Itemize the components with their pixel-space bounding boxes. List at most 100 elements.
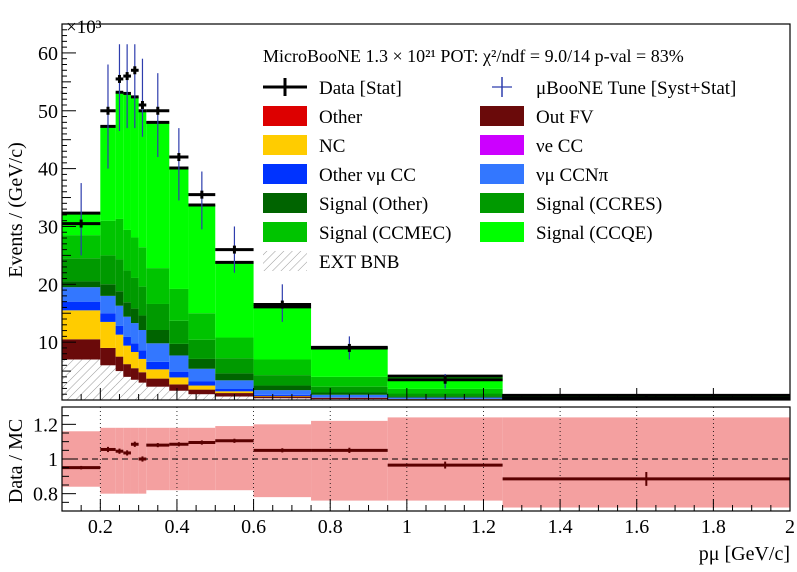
- bar-other-cc-4: [130, 343, 139, 352]
- legend-label-out-fv: Out FV: [536, 107, 594, 128]
- bar-ext-bnb-5: [138, 382, 147, 400]
- bar-ext-bnb-0: [62, 359, 101, 400]
- bar--ccn--2: [115, 305, 124, 326]
- ratio-uncertainty-band: [62, 417, 790, 508]
- bar-signal-ccmec--8: [188, 313, 216, 340]
- bar-out-fv-3: [123, 364, 131, 377]
- bar-out-fv-7: [169, 384, 189, 391]
- x-tick-label: 2: [785, 516, 795, 538]
- bar-signal-ccres--1: [100, 255, 116, 285]
- bar-signal-ccmec--10: [253, 359, 312, 376]
- bar--ccn--4: [130, 323, 139, 344]
- bar-signal-ccres--2: [115, 259, 124, 292]
- bar-out-fv-1: [100, 347, 116, 366]
- bar-out-fv-10: [253, 396, 312, 399]
- bar-signal-ccres--7: [169, 320, 189, 344]
- bar-ext-bnb-4: [130, 379, 139, 400]
- top-y-tick-label: 10: [38, 332, 58, 354]
- bar-signal-ccqe--6: [146, 122, 170, 269]
- x-tick-label: 0.4: [164, 516, 189, 538]
- legend-label-signal-ccres-: Signal (CCRES): [536, 194, 662, 215]
- bar-nc-7: [169, 377, 189, 385]
- ratio-y-tick-label: 0.8: [33, 484, 58, 506]
- legend-label-ext-bnb: EXT BNB: [319, 252, 399, 273]
- bar-ext-bnb-3: [123, 376, 131, 400]
- bar-signal-other--6: [146, 330, 170, 344]
- legend-swatch-signal-ccqe-: [480, 222, 524, 242]
- legend-swatch-other: [263, 106, 307, 126]
- legend-swatch-signal-ccmec-: [263, 222, 307, 242]
- ratio-band-13: [502, 417, 790, 508]
- data-points: [62, 66, 790, 400]
- bar-signal-ccqe--3: [123, 93, 131, 230]
- top-y-tick-label: 20: [38, 274, 58, 296]
- x-tick-label: 1.2: [471, 516, 496, 538]
- bar-signal-ccmec--12: [387, 388, 503, 394]
- top-y-tick-label: 50: [38, 101, 58, 123]
- legend-swatch-other-cc: [263, 164, 307, 184]
- x-axis-label: pμ [GeV/c]: [699, 543, 790, 565]
- ratio-band-3: [123, 427, 131, 494]
- ratio-band-10: [253, 424, 312, 498]
- stacked-histogram: [62, 90, 790, 400]
- top-y-axis-label: Events / (GeV/c): [5, 142, 27, 278]
- bar-signal-other--5: [138, 315, 147, 331]
- bar--ccn--5: [138, 330, 147, 351]
- bar-signal-other--9: [215, 373, 254, 381]
- y-scale-label: ×10³: [66, 17, 102, 38]
- legend-swatch--ccn-: [480, 164, 524, 184]
- legend-swatch--e-cc: [480, 135, 524, 155]
- bar-nc-1: [100, 321, 116, 348]
- bar-signal-ccqe--2: [115, 92, 124, 219]
- bar-signal-ccmec--2: [115, 218, 124, 260]
- bar-signal-other--0: [62, 281, 101, 288]
- bar-signal-other--3: [123, 302, 131, 317]
- top-y-tick-label: 60: [38, 43, 58, 65]
- bar-nc-8: [188, 385, 216, 390]
- bar-signal-ccqe--5: [138, 110, 147, 248]
- bar-signal-other--2: [115, 291, 124, 306]
- bar-signal-other--11: [311, 392, 388, 395]
- bar-nc-0: [62, 310, 101, 340]
- bar-signal-ccres--4: [130, 277, 139, 309]
- legend-swatch-nc: [263, 135, 307, 155]
- bar-signal-ccres--11: [311, 386, 388, 393]
- bar-ext-bnb-2: [115, 371, 124, 400]
- bar-out-fv-8: [188, 389, 216, 395]
- bar-signal-other--1: [100, 284, 116, 296]
- legend-label-nc: NC: [319, 136, 345, 157]
- ratio-y-axis: 0.8 1 1.2: [33, 406, 76, 512]
- legend-label-data-stat-: Data [Stat]: [319, 78, 402, 99]
- bar-other-cc-7: [169, 371, 189, 378]
- legend-label-signal-other-: Signal (Other): [319, 194, 428, 215]
- ratio-band-2: [115, 427, 124, 494]
- bar-other-cc-10: [253, 394, 312, 396]
- ratio-points: [62, 438, 790, 486]
- bar-ext-bnb-10: [253, 398, 312, 400]
- x-tick-label: 0.8: [318, 516, 343, 538]
- bar--ccn--8: [188, 368, 216, 382]
- ratio-y-tick-label: 1.2: [33, 414, 58, 436]
- bar-signal-ccqe--4: [130, 96, 139, 238]
- legend-swatch-out-fv: [480, 106, 524, 126]
- legend-label-signal-ccqe-: Signal (CCQE): [536, 223, 653, 244]
- bar-signal-ccres--9: [215, 358, 254, 374]
- bar-other-cc-9: [215, 389, 254, 392]
- bar-other-cc-5: [138, 350, 147, 359]
- bar-signal-ccmec--11: [311, 376, 388, 387]
- ratio-band-11: [311, 420, 388, 501]
- bar-other-cc-8: [188, 381, 216, 386]
- bar-signal-ccmec--3: [123, 229, 131, 271]
- bar-signal-ccres--8: [188, 339, 216, 359]
- ratio-y-axis-label: Data / MC: [5, 419, 27, 503]
- bar-nc-4: [130, 351, 139, 369]
- bar-ext-bnb-7: [169, 390, 189, 400]
- bar-nc-10: [253, 395, 312, 397]
- bar-signal-other--4: [130, 308, 139, 324]
- bar--ccn--9: [215, 380, 254, 390]
- legend-swatch-signal-other-: [263, 193, 307, 213]
- bar-signal-ccres--0: [62, 258, 101, 282]
- bar-out-fv-5: [138, 372, 147, 383]
- ratio-band-1: [100, 427, 116, 494]
